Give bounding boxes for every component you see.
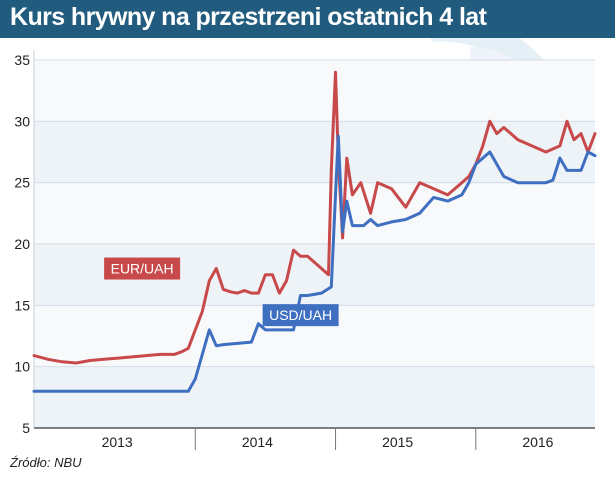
plot-band [34, 121, 595, 183]
chart-title: Kurs hrywny na przestrzeni ostatnich 4 l… [10, 3, 487, 31]
x-axis: 2013 2014 2015 2016 [33, 50, 595, 450]
x-tick-label: 2016 [522, 434, 553, 450]
title-bar: Kurs hrywny na przestrzeni ostatnich 4 l… [0, 0, 615, 38]
plot-band [34, 366, 595, 428]
y-tick-label: 5 [22, 420, 30, 436]
series-lines [32, 70, 597, 393]
series-label-box [262, 304, 339, 327]
y-tick-label: 25 [14, 175, 30, 191]
x-tick-label: 2015 [382, 434, 413, 450]
x-tick-label: 2013 [102, 434, 133, 450]
series-labels: EUR/UAH USD/UAH [104, 257, 339, 327]
y-tick-label: 15 [14, 297, 30, 313]
source-note: Źródło: NBU [10, 455, 82, 470]
plot-band [34, 182, 595, 244]
line-chart: 5 10 15 20 25 30 35 2013 2014 2015 2016 EUR/UAH US… [14, 38, 597, 450]
plot-band [34, 60, 595, 122]
series-label: USD/UAH [269, 307, 332, 323]
y-axis: 5 10 15 20 25 30 35 [14, 52, 30, 436]
y-tick-label: 30 [14, 113, 30, 129]
y-tick-label: 10 [14, 359, 30, 375]
y-tick-label: 35 [14, 52, 30, 68]
series-label: EUR/UAH [111, 261, 174, 277]
y-tick-label: 20 [14, 236, 30, 252]
series-line-eur-uah [32, 70, 597, 365]
series-label-box [104, 257, 181, 280]
series-line-usd-uah [32, 134, 597, 393]
x-tick-label: 2014 [242, 434, 273, 450]
